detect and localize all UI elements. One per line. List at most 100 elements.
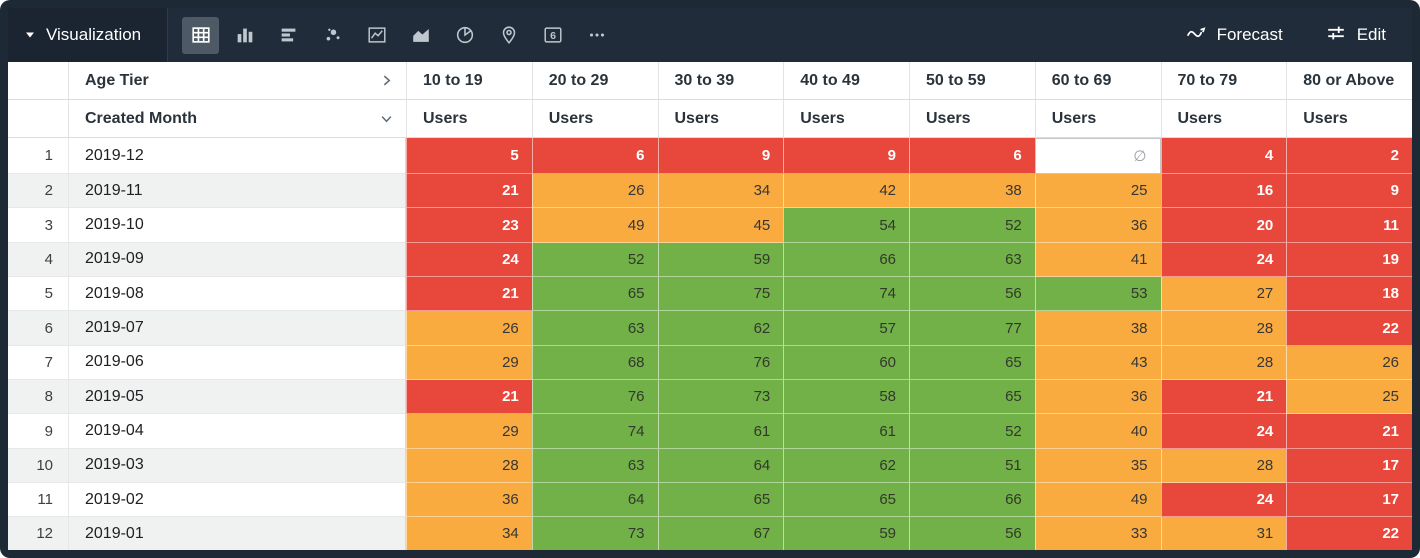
- month-cell[interactable]: 2019-04: [68, 414, 406, 449]
- data-cell[interactable]: 21: [1286, 414, 1412, 449]
- pivot-col-header[interactable]: 10 to 19: [406, 62, 532, 100]
- pivot-col-header[interactable]: 50 to 59: [909, 62, 1035, 100]
- data-cell[interactable]: 21: [406, 277, 532, 312]
- data-cell[interactable]: 67: [657, 517, 784, 550]
- data-cell[interactable]: 61: [657, 414, 784, 449]
- data-cell[interactable]: 40: [1034, 414, 1161, 449]
- data-cell[interactable]: 22: [1286, 517, 1412, 550]
- pivot-field-header[interactable]: Age Tier: [68, 62, 406, 100]
- data-cell[interactable]: 63: [531, 311, 658, 346]
- month-cell[interactable]: 2019-10: [68, 208, 406, 243]
- data-cell[interactable]: 75: [657, 277, 784, 312]
- pivot-col-header[interactable]: 60 to 69: [1034, 62, 1161, 100]
- month-cell[interactable]: 2019-02: [68, 483, 406, 518]
- data-cell[interactable]: 23: [406, 208, 532, 243]
- more-viz-types-icon[interactable]: [578, 17, 615, 54]
- data-cell[interactable]: 65: [909, 380, 1035, 415]
- viz-type-table-icon[interactable]: [182, 16, 220, 54]
- data-cell[interactable]: 66: [909, 483, 1035, 518]
- viz-type-line-chart-icon[interactable]: [358, 17, 395, 54]
- data-cell[interactable]: 9: [657, 138, 784, 175]
- data-cell[interactable]: 63: [909, 242, 1035, 278]
- pivot-col-header[interactable]: 70 to 79: [1160, 62, 1287, 100]
- month-cell[interactable]: 2019-07: [68, 311, 406, 346]
- pivot-col-header[interactable]: 40 to 49: [783, 62, 909, 100]
- measure-header[interactable]: Users: [1286, 100, 1412, 138]
- data-cell[interactable]: 28: [406, 448, 532, 484]
- data-cell[interactable]: 27: [1160, 277, 1287, 312]
- measure-header[interactable]: Users: [1160, 100, 1287, 138]
- data-cell[interactable]: 74: [783, 277, 909, 312]
- data-cell[interactable]: 6: [531, 138, 658, 175]
- data-cell[interactable]: 43: [1034, 345, 1161, 381]
- data-cell[interactable]: 18: [1286, 277, 1412, 312]
- data-cell[interactable]: 34: [406, 517, 532, 550]
- data-cell[interactable]: 33: [1034, 517, 1161, 550]
- data-cell[interactable]: 36: [1034, 208, 1161, 243]
- measure-header[interactable]: Users: [1034, 100, 1161, 138]
- forecast-button[interactable]: Forecast: [1185, 22, 1283, 49]
- data-cell[interactable]: 34: [657, 174, 784, 209]
- data-cell[interactable]: 24: [1160, 414, 1287, 449]
- data-cell[interactable]: 36: [1034, 380, 1161, 415]
- data-cell[interactable]: 26: [1286, 345, 1412, 381]
- data-cell[interactable]: 42: [783, 174, 909, 209]
- viz-type-bar-chart-icon[interactable]: [270, 17, 307, 54]
- data-cell[interactable]: 56: [909, 517, 1035, 550]
- data-cell[interactable]: 65: [657, 483, 784, 518]
- data-cell[interactable]: 9: [783, 138, 909, 175]
- measure-header[interactable]: Users: [657, 100, 784, 138]
- data-cell[interactable]: 62: [657, 311, 784, 346]
- data-cell[interactable]: 60: [783, 345, 909, 381]
- viz-type-area-chart-icon[interactable]: [402, 17, 439, 54]
- viz-type-single-value-icon[interactable]: 6: [534, 17, 571, 54]
- data-cell[interactable]: 51: [909, 448, 1035, 484]
- measure-header[interactable]: Users: [531, 100, 658, 138]
- data-cell[interactable]: 19: [1286, 242, 1412, 278]
- data-cell[interactable]: 59: [783, 517, 909, 550]
- visualization-header[interactable]: Visualization: [8, 8, 169, 62]
- data-cell[interactable]: 24: [406, 242, 532, 278]
- data-cell[interactable]: 17: [1286, 448, 1412, 484]
- data-cell[interactable]: 76: [531, 380, 658, 415]
- pivot-col-header[interactable]: 30 to 39: [657, 62, 784, 100]
- viz-type-scatterplot-icon[interactable]: [314, 17, 351, 54]
- data-cell[interactable]: 26: [531, 174, 658, 209]
- data-cell[interactable]: 53: [1034, 277, 1161, 312]
- viz-type-column-chart-icon[interactable]: [226, 17, 263, 54]
- data-cell[interactable]: 61: [783, 414, 909, 449]
- data-cell[interactable]: 65: [909, 345, 1035, 381]
- data-cell[interactable]: 49: [1034, 483, 1161, 518]
- month-cell[interactable]: 2019-08: [68, 277, 406, 312]
- data-cell[interactable]: 64: [657, 448, 784, 484]
- data-cell[interactable]: 21: [1160, 380, 1287, 415]
- data-cell[interactable]: 66: [783, 242, 909, 278]
- data-cell[interactable]: 25: [1286, 380, 1412, 415]
- data-cell[interactable]: 52: [909, 208, 1035, 243]
- data-cell[interactable]: 76: [657, 345, 784, 381]
- data-cell[interactable]: 54: [783, 208, 909, 243]
- data-cell[interactable]: 28: [1160, 345, 1287, 381]
- data-cell[interactable]: 63: [531, 448, 658, 484]
- data-cell[interactable]: 65: [531, 277, 658, 312]
- data-cell[interactable]: 73: [657, 380, 784, 415]
- data-cell[interactable]: 20: [1160, 208, 1287, 243]
- data-cell[interactable]: 56: [909, 277, 1035, 312]
- data-cell[interactable]: 31: [1160, 517, 1287, 550]
- data-cell[interactable]: 36: [406, 483, 532, 518]
- data-cell[interactable]: 29: [406, 345, 532, 381]
- measure-header[interactable]: Users: [783, 100, 909, 138]
- data-cell[interactable]: 35: [1034, 448, 1161, 484]
- data-cell[interactable]: 45: [657, 208, 784, 243]
- month-cell[interactable]: 2019-11: [68, 174, 406, 209]
- data-cell[interactable]: 28: [1160, 448, 1287, 484]
- data-cell[interactable]: 62: [783, 448, 909, 484]
- data-cell[interactable]: 16: [1160, 174, 1287, 209]
- chevron-down-icon[interactable]: [379, 111, 394, 126]
- data-cell[interactable]: 65: [783, 483, 909, 518]
- data-cell[interactable]: 29: [406, 414, 532, 449]
- pivot-col-header[interactable]: 20 to 29: [531, 62, 658, 100]
- data-cell[interactable]: 64: [531, 483, 658, 518]
- edit-button[interactable]: Edit: [1325, 22, 1386, 49]
- viz-type-pie-chart-icon[interactable]: [446, 17, 483, 54]
